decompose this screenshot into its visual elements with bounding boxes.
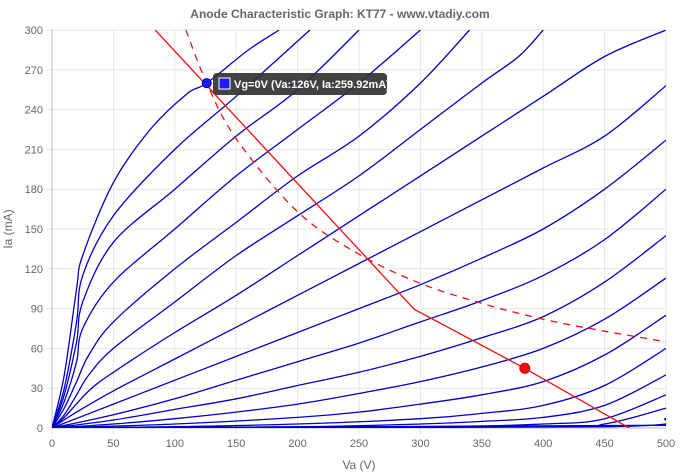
- x-tick-label: 0: [49, 438, 55, 450]
- grid-voltage-curves: [52, 30, 666, 428]
- x-axis-ticks: 0 50 100 150 200 250 300 350 400 450 500: [49, 438, 675, 450]
- x-tick-label: 450: [595, 438, 613, 450]
- x-tick-label: 50: [107, 438, 119, 450]
- y-tick-label: 180: [25, 184, 43, 196]
- grid-curve-2: [52, 30, 360, 428]
- x-tick-label: 100: [166, 438, 184, 450]
- x-tick-label: 350: [473, 438, 491, 450]
- operating-point[interactable]: [519, 362, 531, 374]
- grid-curve-9: [52, 188, 666, 428]
- tooltip-background: [213, 73, 387, 95]
- tooltip: Vg=0V (Va:126V, Ia:259.92mA): [213, 73, 390, 95]
- y-tick-label: 210: [25, 144, 43, 156]
- grid-curve-1: [52, 30, 311, 428]
- y-tick-label: 30: [31, 383, 43, 395]
- chart-title: Anode Characteristic Graph: KT77 - www.v…: [190, 7, 489, 21]
- x-tick-label: 400: [534, 438, 552, 450]
- grid-curve-18: [52, 424, 666, 428]
- active-data-point[interactable]: [201, 78, 212, 89]
- tooltip-swatch: [218, 77, 231, 90]
- y-tick-label: 150: [25, 224, 43, 236]
- y-tick-label: 0: [37, 423, 43, 435]
- grid-curve-5: [52, 30, 544, 428]
- grid-curve-10: [52, 235, 666, 428]
- max-dissipation-curve: [185, 30, 666, 343]
- grid-curve-13: [52, 347, 666, 428]
- x-tick-label: 300: [411, 438, 429, 450]
- x-tick-label: 150: [227, 438, 245, 450]
- grid-curve-11: [52, 277, 666, 428]
- grid-curve-3: [52, 30, 421, 428]
- x-tick-label: 200: [288, 438, 306, 450]
- y-axis-label: Ia (mA): [1, 209, 15, 248]
- grid-curve-0: [52, 30, 280, 428]
- x-tick-label: 500: [657, 438, 675, 450]
- y-axis-ticks: 0 30 60 90 120 150 180 210 240 270 300: [25, 25, 43, 435]
- y-tick-label: 90: [31, 304, 43, 316]
- grid-curve-6: [52, 30, 666, 428]
- data-points: [201, 78, 531, 374]
- grid-curve-7: [52, 85, 666, 428]
- grid-curve-4: [52, 30, 470, 428]
- y-tick-label: 240: [25, 105, 43, 117]
- load-line: [154, 30, 630, 428]
- grid-curve-8: [52, 139, 666, 428]
- y-tick-label: 120: [25, 264, 43, 276]
- x-axis-label: Va (V): [342, 458, 375, 472]
- grid-curve-12: [52, 314, 666, 428]
- tooltip-text: Vg=0V (Va:126V, Ia:259.92mA): [234, 79, 390, 91]
- x-tick-label: 250: [350, 438, 368, 450]
- load-lines: [154, 30, 666, 428]
- y-tick-label: 270: [25, 65, 43, 77]
- y-tick-label: 300: [25, 25, 43, 37]
- y-tick-label: 60: [31, 343, 43, 355]
